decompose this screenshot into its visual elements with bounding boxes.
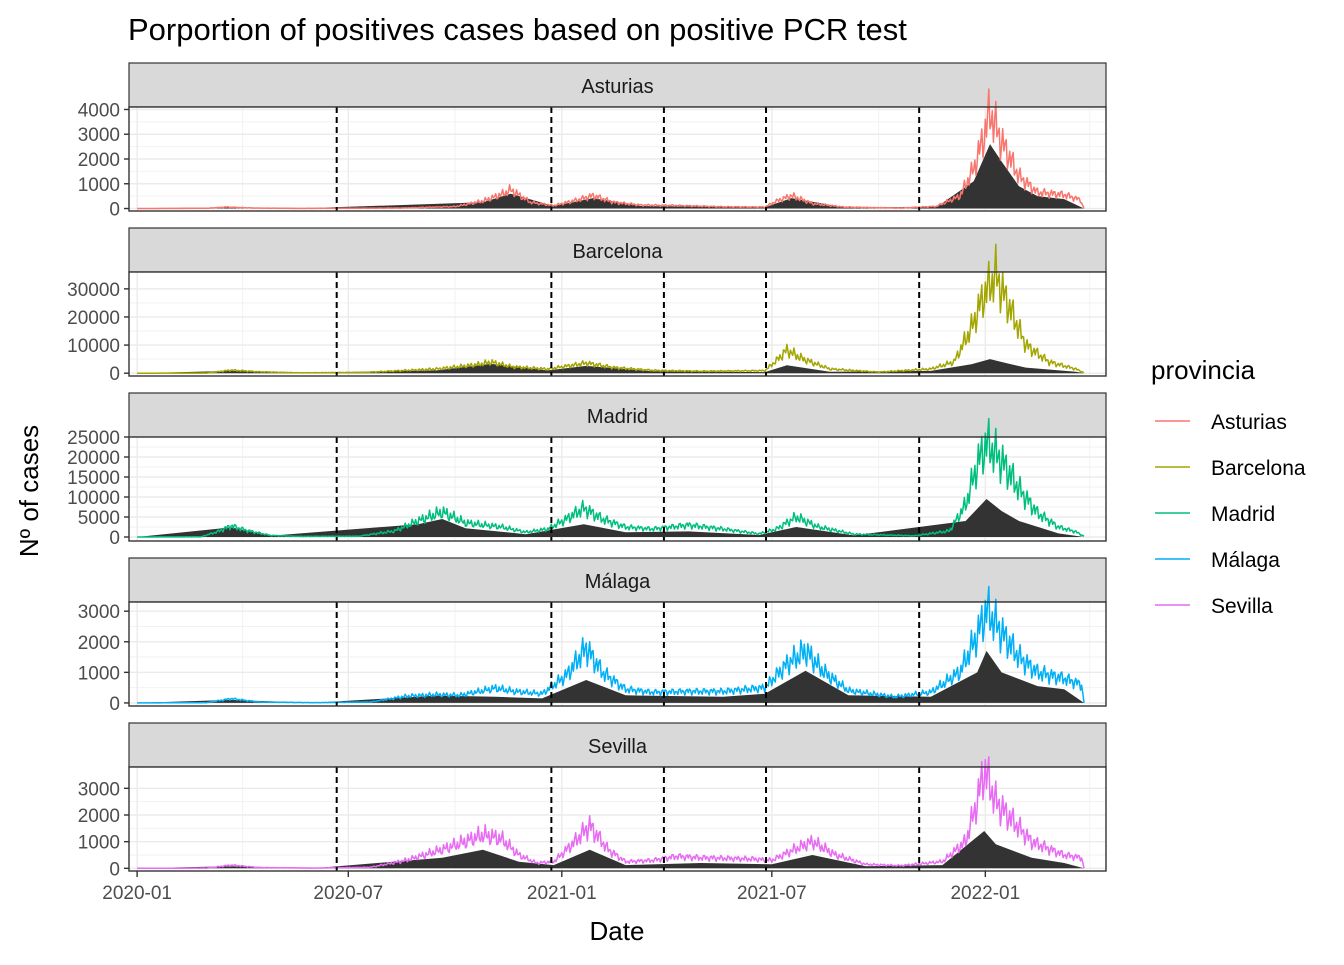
facet-strip-sevilla: [128, 722, 1107, 768]
legend-entry-madrid: Madrid: [1155, 503, 1275, 526]
y-tick-label: 10000: [67, 488, 120, 509]
x-tick-label: 2021-07: [737, 883, 807, 904]
y-tick-label: 2000: [78, 806, 120, 827]
y-tick-label: 3000: [78, 602, 120, 623]
chart-title: Porportion of positives cases based on p…: [128, 12, 907, 47]
panel-border-madrid: [128, 436, 1107, 542]
legend-label-asturias: Asturias: [1211, 411, 1287, 434]
facet-strip-asturias: [128, 62, 1107, 108]
y-tick-label: 3000: [78, 125, 120, 146]
y-tick-label: 30000: [67, 280, 120, 301]
y-tick-label: 20000: [67, 308, 120, 329]
facet-strip-label-sevilla: Sevilla: [588, 736, 648, 758]
x-tick-label: 2022-01: [950, 883, 1020, 904]
y-tick-label: 3000: [78, 779, 120, 800]
facet-strip-label-barcelona: Barcelona: [572, 241, 663, 263]
series-line-barcelona: [137, 243, 1085, 374]
legend-label-madrid: Madrid: [1211, 503, 1275, 526]
y-tick-label: 25000: [67, 428, 120, 449]
y-tick-label: 5000: [78, 508, 120, 529]
panel-border-barcelona: [128, 271, 1107, 377]
facet-strip-malaga: [128, 557, 1107, 603]
facet-panels: Asturias01000200030004000Barcelona010000…: [67, 62, 1107, 880]
legend-entry-barcelona: Barcelona: [1155, 457, 1306, 480]
series-line-malaga: [137, 585, 1085, 704]
y-tick-label: 0: [109, 528, 120, 549]
panel-background-barcelona: [129, 272, 1106, 376]
legend-title: provincia: [1151, 355, 1256, 385]
facet-asturias: Asturias 0 1000 2000 3000 4000: [78, 62, 1107, 221]
y-tick-label: 0: [109, 694, 120, 715]
series-line-madrid: [137, 417, 1085, 538]
y-tick-label: 2000: [78, 150, 120, 171]
positive-pcr-bars-barcelona: [137, 359, 1085, 374]
panel-background-malaga: [129, 602, 1106, 706]
facet-strip-label-madrid: Madrid: [587, 406, 648, 428]
x-axis-label: Date: [590, 916, 645, 946]
x-tick-label: 2020-07: [313, 883, 383, 904]
facet-strip-label-malaga: Málaga: [585, 571, 651, 593]
legend-label-sevilla: Sevilla: [1211, 595, 1273, 618]
y-tick-label: 1000: [78, 833, 120, 854]
y-tick-label: 1000: [78, 175, 120, 196]
y-tick-label: 0: [109, 859, 120, 880]
positive-pcr-bars-madrid: [137, 499, 1085, 537]
positive-pcr-bars-malaga: [137, 650, 1085, 703]
y-axis-label: Nº of cases: [14, 425, 44, 557]
y-tick-label: 2000: [78, 633, 120, 654]
facet-strip-madrid: [128, 392, 1107, 438]
legend-label-malaga: Málaga: [1211, 549, 1280, 572]
y-tick-label: 15000: [67, 468, 120, 489]
legend-label-barcelona: Barcelona: [1211, 457, 1306, 480]
y-tick-label: 0: [109, 364, 120, 385]
legend-entry-malaga: Málaga: [1155, 549, 1280, 572]
facet-sevilla: Sevilla 0 1000 2000 3000: [78, 722, 1107, 880]
y-tick-label: 20000: [67, 448, 120, 469]
legend-entry-asturias: Asturias: [1155, 411, 1287, 434]
y-tick-label: 1000: [78, 663, 120, 684]
panel-border-malaga: [128, 601, 1107, 707]
facet-barcelona: Barcelona 0 10000 20000 30000: [67, 227, 1107, 385]
panel-border-sevilla: [128, 766, 1107, 872]
legend: provincia Asturias Barcelona Madrid Málaga S…: [1151, 355, 1306, 618]
series-line-sevilla: [137, 756, 1085, 870]
positive-pcr-bars-asturias: [137, 144, 1085, 209]
facet-strip-barcelona: [128, 227, 1107, 273]
positive-pcr-bars-sevilla: [137, 831, 1085, 869]
facet-strip-label-asturias: Asturias: [581, 76, 653, 98]
y-tick-label: 0: [109, 200, 120, 221]
legend-entry-sevilla: Sevilla: [1155, 595, 1273, 618]
facet-malaga: Málaga 0 1000 2000 3000: [78, 557, 1107, 715]
x-tick-label: 2020-01: [102, 883, 172, 904]
x-tick-label: 2021-01: [527, 883, 597, 904]
x-axis: 2020-01 2020-07 2021-01 2021-07 2022-01: [102, 871, 1020, 904]
y-tick-label: 4000: [78, 100, 120, 121]
series-line-asturias: [137, 88, 1085, 210]
y-tick-label: 10000: [67, 336, 120, 357]
